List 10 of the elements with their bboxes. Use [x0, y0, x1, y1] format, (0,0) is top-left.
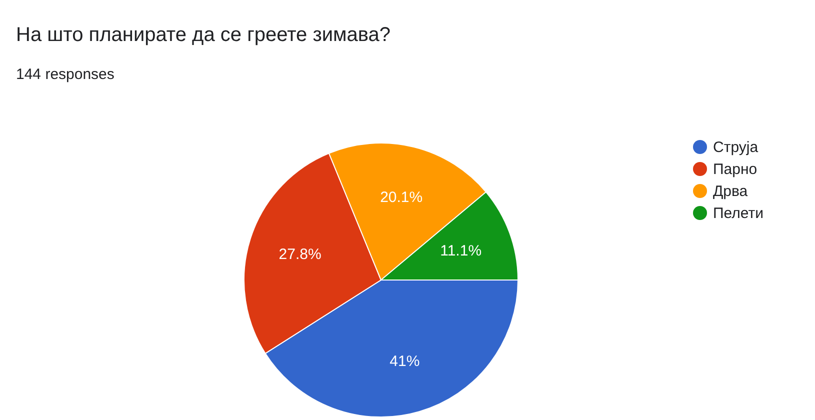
data-label: 27.8% [278, 246, 322, 263]
data-label: 20.1% [380, 189, 423, 206]
legend-label: Парно [713, 160, 758, 178]
data-label: 41% [390, 353, 420, 370]
legend-label: Струја [713, 138, 758, 156]
legend-label: Пелети [713, 204, 764, 222]
data-label: 11.1% [440, 242, 482, 260]
legend-label: Дрва [713, 182, 748, 200]
text: 144 responses [16, 66, 114, 83]
chart-title: На што планирате да се греете зимава? [16, 24, 391, 47]
